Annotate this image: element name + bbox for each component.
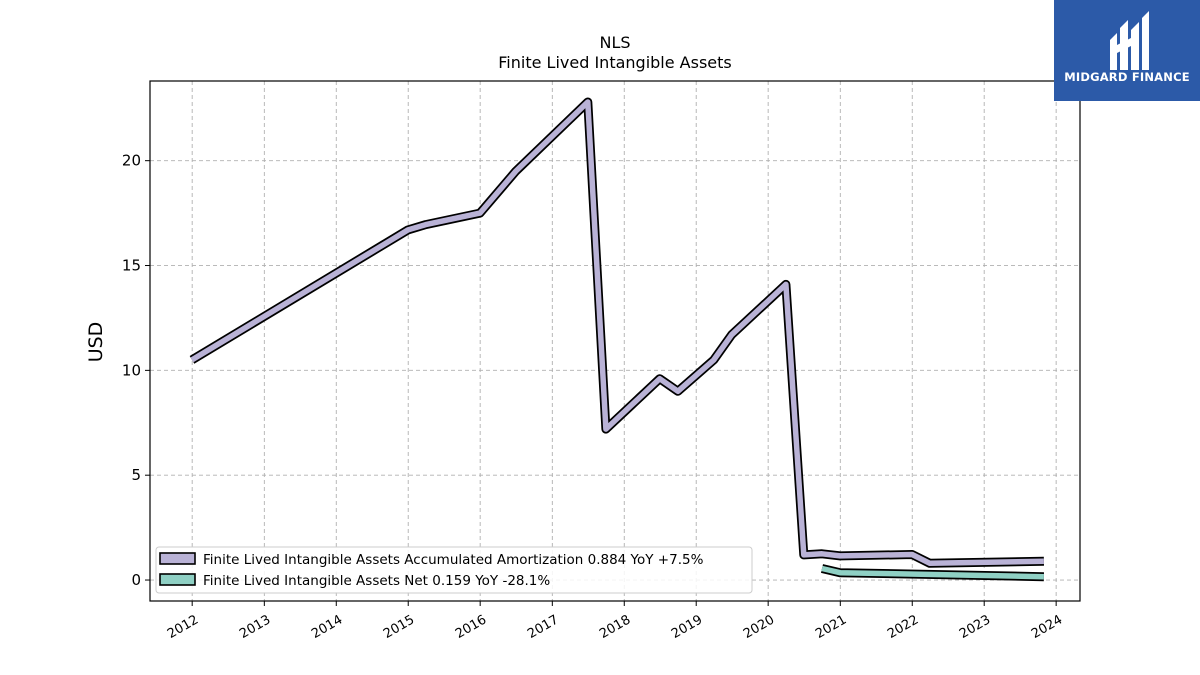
x-tick-label: 2021 [813,612,849,642]
brand-logo: MIDGARD FINANCE [1054,0,1200,101]
y-tick-label: 15 [122,257,141,275]
x-tick-label: 2013 [237,612,273,642]
x-tick-label: 2015 [381,612,417,642]
x-tick-label: 2012 [165,612,201,642]
y-tick-label: 20 [122,152,141,170]
series-line-0 [190,99,1044,567]
y-tick-label: 10 [122,361,141,379]
x-tick-label: 2018 [597,612,633,642]
grid [150,81,1080,601]
logo-text: MIDGARD FINANCE [1064,70,1190,84]
legend-box [155,546,753,594]
x-tick-label: 2020 [741,612,777,642]
chart-subtitle: Finite Lived Intangible Assets [498,53,731,72]
x-tick-label: 2016 [453,612,489,642]
x-tick-label: 2017 [525,612,561,642]
y-tick-label: 5 [131,466,141,484]
plot-frame [149,80,1081,602]
series-outline-0 [189,97,1044,568]
series-layer [189,97,1044,582]
legend-swatch-net [159,573,196,586]
legend: Finite Lived Intangible Assets Accumulat… [155,546,753,594]
chart-title: NLS [599,33,630,52]
x-tick-label: 2014 [309,612,345,642]
x-tick-label: 2023 [957,612,993,642]
y-ticks: 0 5 10 15 20 [122,152,150,589]
x-ticks: 2012 2013 2014 2015 2016 2017 2018 2019 2020 2021… [165,601,1065,642]
x-tick-label: 2022 [885,612,921,642]
legend-label-net: Finite Lived Intangible Assets Net 0.159… [203,573,550,589]
legend-label-amortization: Finite Lived Intangible Assets Accumulat… [203,552,704,568]
logo-icon [1110,11,1149,70]
y-axis-label: USD [85,322,107,363]
x-tick-label: 2019 [669,612,705,642]
x-tick-label: 2024 [1029,612,1065,642]
legend-swatch-amortization [159,552,196,565]
y-tick-label: 0 [131,571,141,589]
